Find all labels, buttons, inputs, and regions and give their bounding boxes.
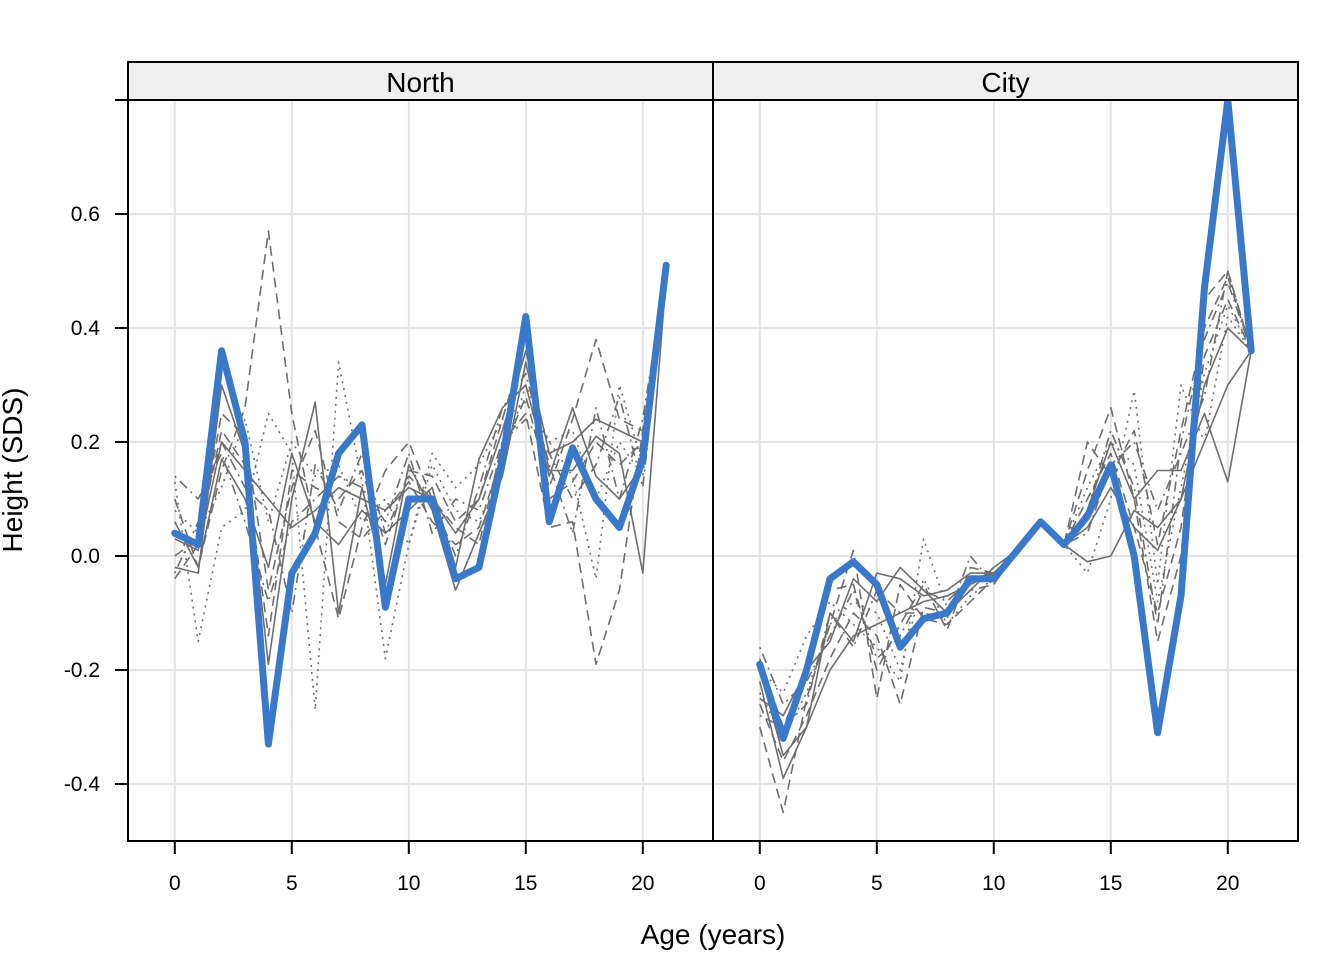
x-axis: 0 5 10 15 20 0 5 10 15 20 — [169, 841, 1239, 895]
city-series-group — [756, 100, 1255, 814]
city-x-tick-label-2: 10 — [982, 872, 1005, 895]
city-highlight-line — [756, 100, 1255, 742]
city-x-tick-label-0: 0 — [754, 872, 766, 895]
city-panel-border — [712, 99, 1299, 842]
north-imputation-line-1 — [174, 276, 667, 552]
city-imputation-line-10 — [759, 270, 1252, 728]
city-imputation-line-6 — [759, 275, 1252, 763]
city-imputation-line-2 — [759, 350, 1252, 717]
y-tick-label-2: 0.0 — [71, 545, 100, 568]
city-strip-label: City — [981, 67, 1029, 98]
city-strip — [712, 61, 1299, 101]
north-x-tick-label-1: 5 — [286, 872, 298, 895]
north-highlight-line — [171, 261, 670, 748]
north-imputation-line-10 — [174, 270, 667, 614]
x-axis-title: Age (years) — [641, 919, 786, 950]
y-tick-label-0: -0.4 — [64, 773, 101, 796]
north-x-tick-label-3: 15 — [514, 872, 537, 895]
north-x-tick-label-0: 0 — [169, 872, 181, 895]
y-tick-label-1: -0.2 — [64, 659, 100, 682]
y-tick-label-4: 0.4 — [71, 317, 101, 340]
north-imputation-line-4 — [174, 230, 667, 666]
y-tick-label-5: 0.6 — [71, 203, 100, 226]
city-x-tick-label-3: 15 — [1099, 872, 1122, 895]
north-imputation-line-9 — [174, 270, 667, 603]
north-x-tick-label-4: 20 — [631, 872, 654, 895]
y-axis: -0.4 -0.2 0.0 0.2 0.4 0.6 — [64, 99, 128, 796]
city-x-tick-label-4: 20 — [1216, 872, 1239, 895]
panel-north: North — [127, 61, 714, 842]
north-strip — [127, 61, 714, 101]
y-tick-label-3: 0.2 — [71, 431, 100, 454]
panel-city: City — [712, 61, 1299, 842]
north-x-tick-label-2: 10 — [397, 872, 420, 895]
city-imputation-line-5 — [759, 298, 1252, 728]
y-axis-title: Height (SDS) — [0, 388, 28, 553]
city-x-tick-label-1: 5 — [871, 872, 883, 895]
city-imputation-line-8 — [759, 304, 1252, 740]
north-imputation-line-5 — [174, 276, 667, 637]
city-imputation-line-9 — [759, 281, 1252, 706]
north-strip-label: North — [386, 67, 454, 98]
north-series-group — [171, 230, 670, 748]
